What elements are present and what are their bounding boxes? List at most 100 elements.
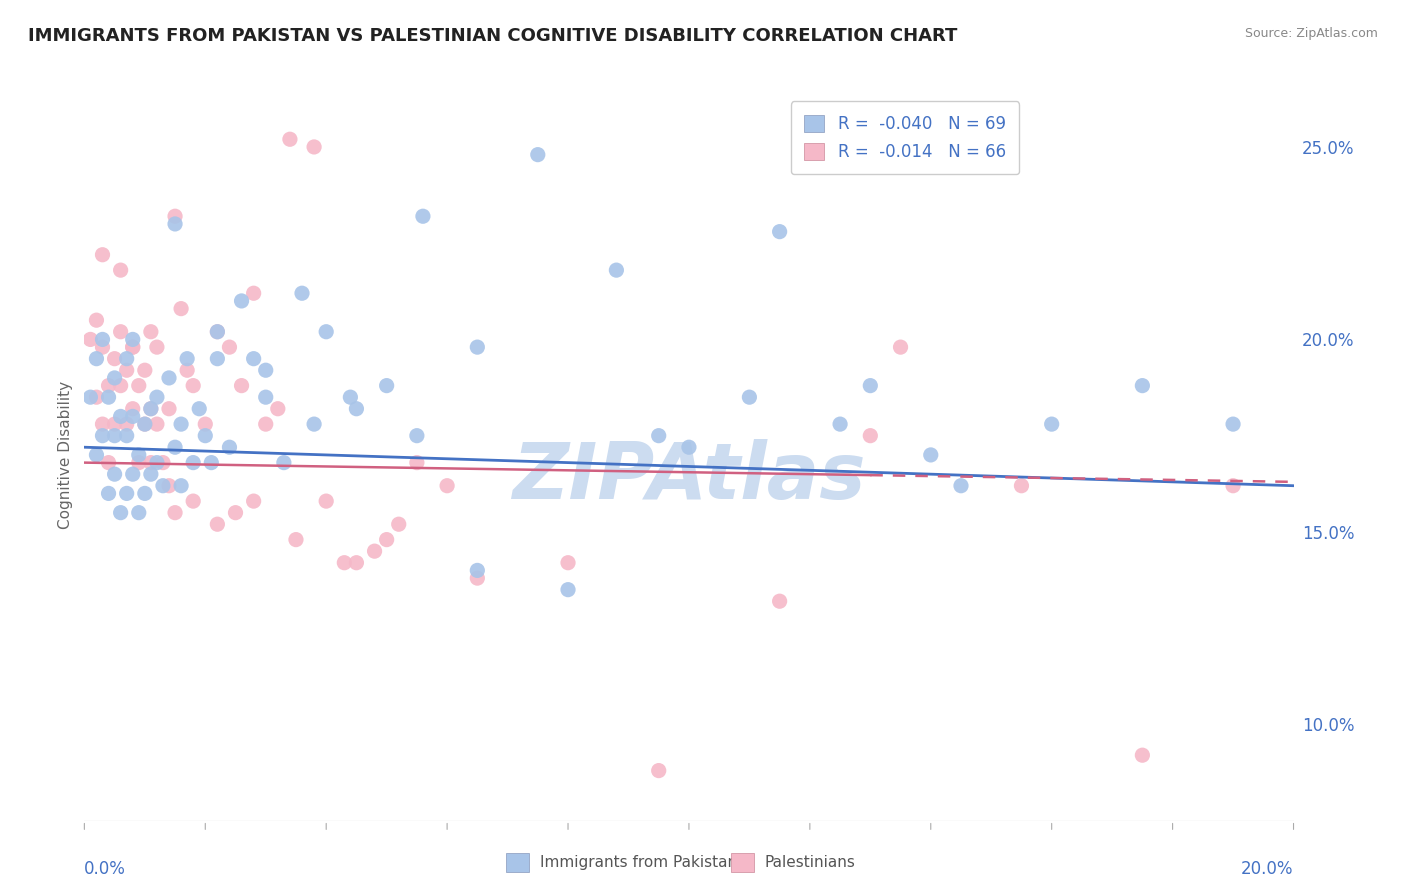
Point <box>207 517 229 532</box>
Point <box>406 456 429 470</box>
Point <box>194 428 217 442</box>
Point <box>207 351 229 366</box>
Point <box>152 456 174 470</box>
Text: 20.0%: 20.0% <box>1241 860 1294 878</box>
Point <box>375 533 398 547</box>
Point <box>242 351 264 366</box>
Point <box>467 571 489 585</box>
Point <box>97 456 120 470</box>
Point <box>207 325 229 339</box>
Legend: R =  -0.040   N = 69, R =  -0.014   N = 66: R = -0.040 N = 69, R = -0.014 N = 66 <box>792 101 1019 174</box>
Point <box>139 467 162 482</box>
Point <box>115 417 138 431</box>
Point <box>254 363 277 377</box>
Point <box>110 263 132 277</box>
Point <box>128 456 150 470</box>
Point <box>146 417 169 431</box>
Point <box>315 325 337 339</box>
Point <box>605 263 627 277</box>
Point <box>254 417 277 431</box>
Point <box>91 248 114 262</box>
Point <box>346 556 368 570</box>
Point <box>121 401 143 416</box>
Point <box>181 456 204 470</box>
Point <box>91 428 114 442</box>
Point <box>170 301 193 316</box>
Point <box>527 147 550 161</box>
Point <box>91 340 114 354</box>
Point <box>188 401 211 416</box>
Point <box>128 378 150 392</box>
Point <box>363 544 385 558</box>
Point <box>139 456 162 470</box>
Point <box>1222 479 1244 493</box>
Point <box>165 506 187 520</box>
Point <box>278 132 301 146</box>
Point <box>678 440 700 454</box>
Point <box>406 428 429 442</box>
Point <box>194 417 217 431</box>
Point <box>557 556 579 570</box>
Point <box>467 340 489 354</box>
Point <box>1130 378 1153 392</box>
Point <box>291 286 314 301</box>
Point <box>225 506 247 520</box>
Point <box>557 582 579 597</box>
Point <box>97 486 120 500</box>
Point <box>200 456 222 470</box>
Text: 0.0%: 0.0% <box>84 860 127 878</box>
Point <box>134 417 156 431</box>
Point <box>950 479 973 493</box>
Point <box>104 467 127 482</box>
Point <box>104 428 127 442</box>
Point <box>375 378 398 392</box>
Point <box>146 390 169 404</box>
Point <box>86 313 108 327</box>
Point <box>104 351 127 366</box>
Point <box>121 409 143 424</box>
Point <box>134 417 156 431</box>
Point <box>110 378 132 392</box>
Point <box>302 140 325 154</box>
Point <box>165 209 187 223</box>
Point <box>146 456 169 470</box>
Point <box>254 390 277 404</box>
Point <box>859 378 882 392</box>
Point <box>104 371 127 385</box>
Point <box>769 594 792 608</box>
Point <box>79 390 101 404</box>
Point <box>738 390 761 404</box>
Point <box>242 494 264 508</box>
Point <box>769 225 792 239</box>
Point <box>648 428 671 442</box>
Point <box>165 217 187 231</box>
Point <box>121 467 143 482</box>
Text: Immigrants from Pakistan: Immigrants from Pakistan <box>540 855 737 870</box>
Point <box>388 517 411 532</box>
Point <box>139 401 162 416</box>
Point <box>467 563 489 577</box>
Point <box>1040 417 1063 431</box>
Point <box>170 479 193 493</box>
Point <box>134 363 156 377</box>
Point <box>412 209 434 223</box>
Point <box>115 363 138 377</box>
Point <box>97 390 120 404</box>
Point <box>86 390 108 404</box>
Point <box>170 417 193 431</box>
Text: ZIPAtlas: ZIPAtlas <box>512 439 866 515</box>
Point <box>218 440 240 454</box>
Point <box>86 448 108 462</box>
Point <box>157 401 180 416</box>
Point <box>91 417 114 431</box>
Point <box>181 494 204 508</box>
Point <box>176 351 198 366</box>
Point <box>115 351 138 366</box>
Point <box>339 390 361 404</box>
Point <box>181 378 204 392</box>
Point <box>859 428 882 442</box>
Point <box>157 479 180 493</box>
Point <box>128 506 150 520</box>
Point <box>242 286 264 301</box>
Point <box>121 340 143 354</box>
